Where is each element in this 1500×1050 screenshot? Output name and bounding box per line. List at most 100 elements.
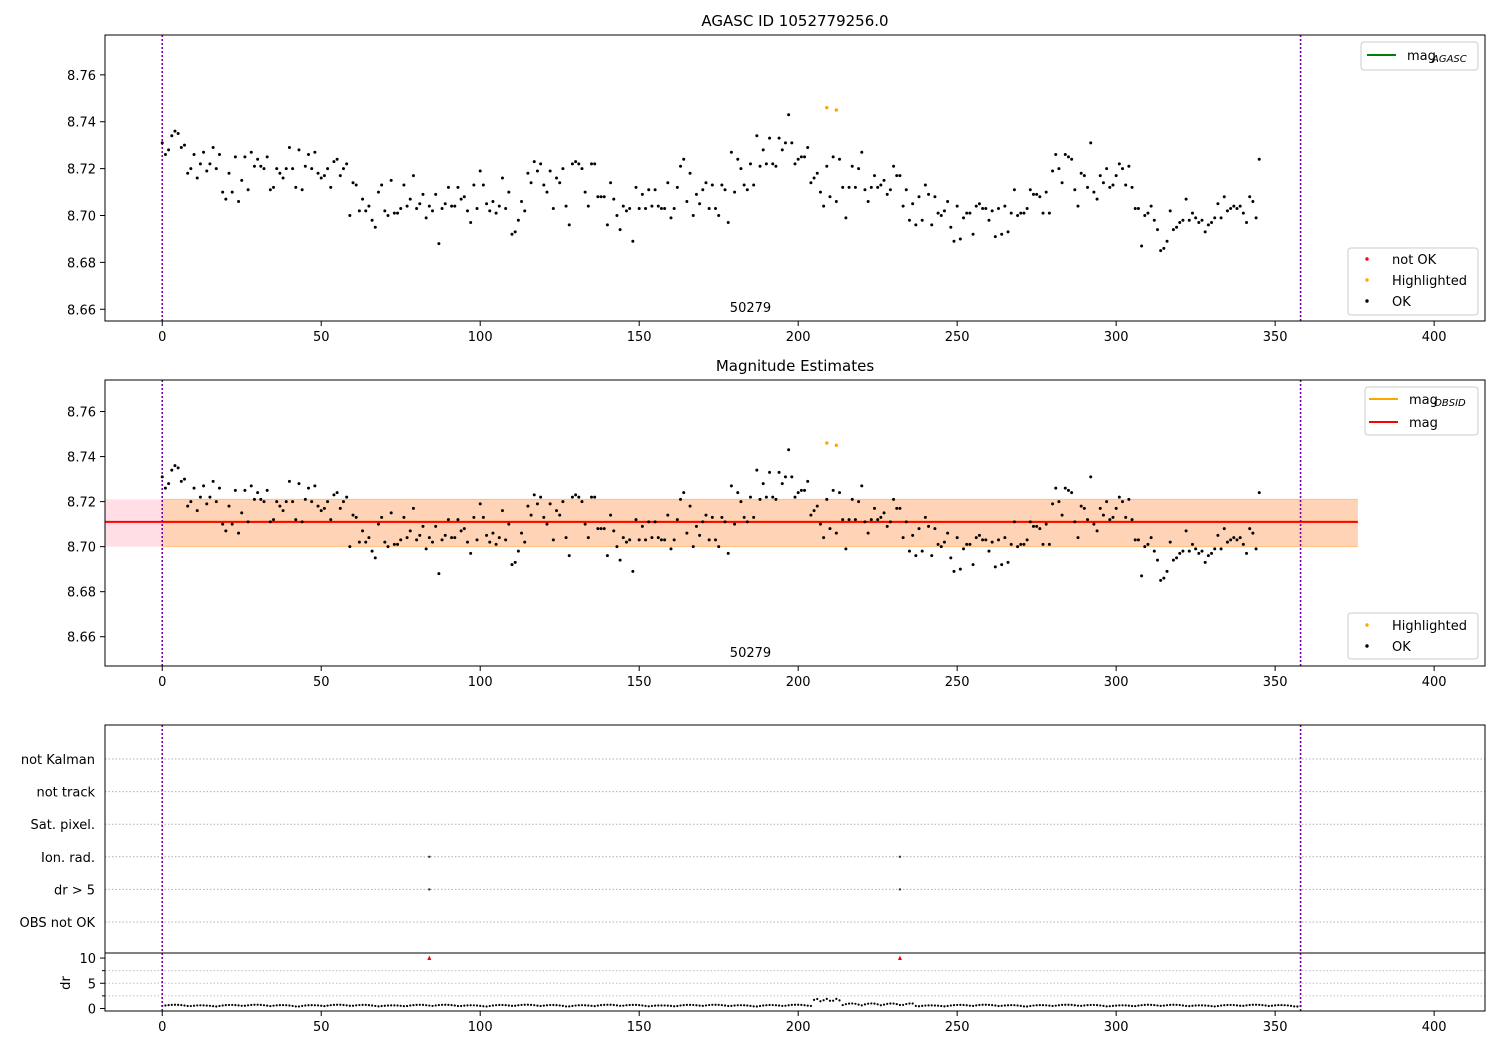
panel2-ok-point bbox=[685, 531, 689, 535]
dr-point bbox=[790, 1003, 793, 1007]
dr-point bbox=[495, 1004, 498, 1007]
panel1-ok-point bbox=[666, 181, 670, 185]
dr-point bbox=[902, 1003, 905, 1007]
panel1-ok-point bbox=[424, 216, 428, 220]
panel2-ok-point bbox=[733, 522, 737, 526]
panel1-ok-point bbox=[1225, 209, 1229, 213]
panel1-ok-point bbox=[259, 164, 263, 168]
dr-point bbox=[946, 1004, 949, 1008]
panel2-ok-point bbox=[793, 495, 797, 499]
panel2-ok-point bbox=[694, 524, 698, 528]
panel2-ok-point bbox=[1092, 522, 1096, 526]
panel1-legend-marker bbox=[1365, 278, 1369, 282]
dr-point bbox=[787, 1004, 790, 1007]
panel2-ok-point bbox=[287, 479, 291, 483]
flag-row-label: not Kalman bbox=[21, 753, 95, 768]
panel2-ok-point bbox=[841, 518, 845, 522]
dr-point bbox=[936, 1004, 940, 1007]
dr-point bbox=[669, 1004, 673, 1007]
panel2-highlighted-point bbox=[834, 443, 839, 448]
panel1-ytick-label: 8.72 bbox=[67, 163, 96, 178]
panel2-ok-point bbox=[1184, 529, 1188, 533]
panel2-xtick-label: 250 bbox=[945, 675, 970, 690]
panel2-ok-point bbox=[933, 527, 937, 531]
panel1-ok-point bbox=[1165, 239, 1169, 243]
panel2-ok-point bbox=[723, 520, 727, 524]
panel1-legend-marker-label: OK bbox=[1392, 295, 1411, 310]
panel1-ok-point bbox=[176, 131, 180, 135]
panel1-ok-point bbox=[443, 202, 447, 206]
panel2-legend-marker-label: OK bbox=[1392, 640, 1411, 655]
dr-point bbox=[294, 1005, 297, 1008]
dr-point bbox=[1159, 1004, 1162, 1007]
panel1-ok-point bbox=[472, 183, 476, 187]
dr-point bbox=[657, 1004, 660, 1007]
panel2-ok-point bbox=[726, 551, 730, 555]
panel1-ok-point bbox=[262, 167, 266, 171]
panel1-ok-point bbox=[380, 183, 384, 187]
dr-point bbox=[1286, 1004, 1289, 1007]
panel1-ok-point bbox=[815, 171, 819, 175]
panel2-xtick-label: 50 bbox=[313, 675, 330, 690]
panel1-ok-point bbox=[462, 195, 466, 199]
panel1-ok-point bbox=[383, 209, 387, 213]
panel1-legend-line-sub: AGASC bbox=[1431, 54, 1467, 65]
panel2-ok-point bbox=[955, 536, 959, 540]
dr-point bbox=[1000, 1004, 1003, 1007]
panel1-legend-marker bbox=[1365, 299, 1369, 303]
dr-point bbox=[1175, 1003, 1178, 1006]
panel2-ok-point bbox=[977, 533, 981, 537]
dr-point bbox=[711, 1003, 714, 1006]
panel1-ok-point bbox=[704, 181, 708, 185]
dr-point bbox=[564, 1005, 568, 1008]
panel2-ok-point bbox=[491, 531, 495, 535]
panel2-xtick-label: 300 bbox=[1104, 675, 1129, 690]
dr-point bbox=[345, 1004, 348, 1007]
panel2-highlighted-point bbox=[825, 441, 829, 445]
panel2-ok-point bbox=[348, 545, 352, 549]
panel1-ok-point bbox=[265, 155, 269, 159]
panel1-ok-point bbox=[682, 157, 686, 161]
panel1-ok-point bbox=[742, 183, 746, 187]
panel2-ok-point bbox=[1031, 524, 1035, 528]
panel2-ok-point bbox=[224, 529, 228, 533]
dr-point bbox=[526, 1003, 530, 1006]
panel2-ok-point bbox=[844, 547, 848, 551]
panel1-ok-point bbox=[504, 206, 508, 210]
dr-point bbox=[456, 1004, 460, 1008]
panel2-ok-point bbox=[1197, 551, 1201, 555]
dr-point bbox=[212, 1005, 215, 1008]
panel2-ok-point bbox=[462, 527, 466, 531]
panel2-ok-point bbox=[488, 540, 492, 544]
dr-point bbox=[778, 1004, 781, 1007]
panel2-ok-point bbox=[459, 529, 463, 533]
panel1-ok-point bbox=[892, 164, 896, 168]
panel2-ok-point bbox=[736, 491, 740, 495]
dr-point bbox=[571, 1004, 574, 1008]
dr-point bbox=[1229, 1003, 1232, 1007]
flag-row-label: Ion. rad. bbox=[41, 851, 95, 866]
panel2-ok-point bbox=[997, 538, 1001, 542]
panel1-ytick-label: 8.76 bbox=[67, 69, 96, 84]
panel2-ok-point bbox=[1159, 578, 1163, 582]
panel2-ok-point bbox=[644, 538, 648, 542]
panel1-ok-point bbox=[831, 155, 835, 159]
dr-point bbox=[339, 1003, 342, 1006]
dr-point bbox=[380, 1004, 383, 1008]
dr-point bbox=[504, 1004, 507, 1007]
panel1-ok-point bbox=[488, 209, 492, 213]
dr-point bbox=[402, 1005, 405, 1008]
panel1-ok-point bbox=[650, 204, 654, 208]
panel2-ok-point bbox=[882, 511, 886, 515]
panel1-ok-point bbox=[997, 206, 1001, 210]
panel2-ok-point bbox=[771, 495, 775, 499]
panel2-ok-point bbox=[243, 488, 247, 492]
panel1-ok-point bbox=[354, 183, 358, 187]
panel1-ok-point bbox=[679, 164, 683, 168]
panel1-ok-point bbox=[1101, 181, 1105, 185]
dr-point bbox=[832, 999, 835, 1002]
panel2-ok-point bbox=[307, 486, 311, 490]
panel1-ok-point bbox=[1238, 204, 1242, 208]
panel2-ok-point bbox=[946, 531, 950, 535]
panel1-ok-point bbox=[872, 174, 876, 178]
